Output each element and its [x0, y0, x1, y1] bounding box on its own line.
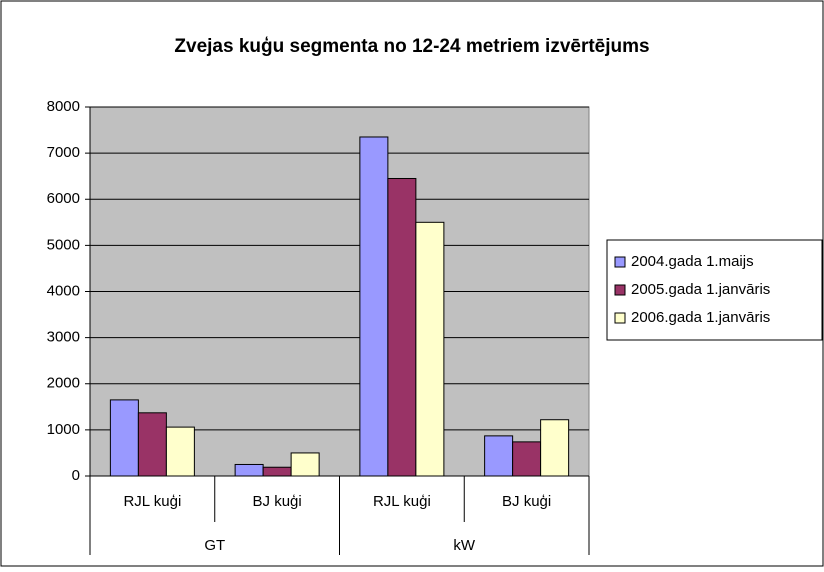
- bar: [137, 412, 167, 477]
- bar: [165, 426, 195, 477]
- x-tick-label: RJL kuģi: [123, 493, 181, 510]
- group-label: GT: [204, 537, 225, 554]
- group-label: kW: [453, 537, 476, 554]
- legend-box: [606, 239, 823, 341]
- legend-swatch: [614, 284, 626, 296]
- y-tick-label: 2000: [47, 375, 80, 392]
- x-tick-label: RJL kuģi: [373, 493, 431, 510]
- bar: [109, 399, 139, 477]
- x-tick-label: BJ kuģi: [502, 493, 551, 510]
- legend-label: 2006.gada 1.janvāris: [631, 309, 770, 326]
- y-tick-label: 0: [72, 467, 80, 484]
- y-tick-label: 6000: [47, 190, 80, 207]
- y-tick-label: 7000: [47, 144, 80, 161]
- bar: [290, 452, 320, 477]
- legend-label: 2005.gada 1.janvāris: [631, 281, 770, 298]
- y-tick-label: 3000: [47, 329, 80, 346]
- x-tick-label: BJ kuģi: [253, 493, 302, 510]
- y-tick-label: 8000: [47, 98, 80, 115]
- y-tick-label: 1000: [47, 421, 80, 438]
- legend-swatch: [614, 256, 626, 268]
- y-tick-label: 5000: [47, 236, 80, 253]
- bar: [387, 177, 417, 477]
- bar: [415, 221, 445, 477]
- bar: [262, 466, 292, 477]
- y-tick-label: 4000: [47, 282, 80, 299]
- bar: [512, 441, 542, 477]
- legend-label: 2004.gada 1.maijs: [631, 253, 754, 270]
- bar: [359, 136, 389, 477]
- legend-swatch: [614, 312, 626, 324]
- bar: [540, 419, 570, 477]
- chart-title: Zvejas kuģu segmenta no 12-24 metriem iz…: [174, 36, 649, 57]
- bar: [484, 435, 514, 477]
- bar: [234, 463, 264, 477]
